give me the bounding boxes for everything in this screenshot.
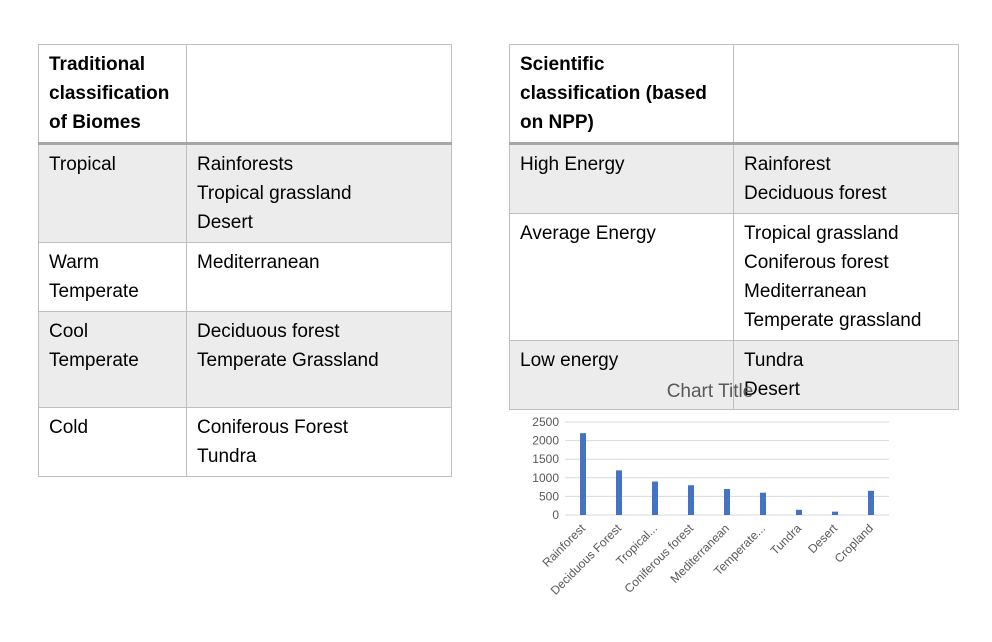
biome-text: Tundra bbox=[197, 446, 257, 467]
y-tick-label: 1500 bbox=[532, 452, 559, 466]
y-tick-label: 2000 bbox=[532, 434, 559, 448]
empty-header-cell bbox=[733, 44, 959, 145]
category-cell: Low energy bbox=[509, 340, 734, 410]
biome-text: Coniferous Forest bbox=[197, 417, 349, 438]
header-line: on NPP) bbox=[520, 112, 594, 133]
bar bbox=[868, 490, 874, 515]
table-header-row: Traditional classification of Biomes bbox=[38, 44, 452, 145]
x-tick-label: Cropland bbox=[832, 521, 876, 565]
category-cell: Average Energy bbox=[509, 213, 734, 341]
biome-text: Temperate grassland bbox=[744, 310, 922, 331]
biomes-cell: Mediterranean bbox=[186, 242, 452, 312]
bar bbox=[688, 485, 694, 515]
biome-text: Desert bbox=[744, 379, 800, 400]
table-row: High Energy Rainforest Deciduous forest bbox=[509, 143, 959, 214]
biomes-cell: Rainforests Tropical grassland Desert bbox=[186, 143, 452, 243]
bar bbox=[652, 481, 658, 515]
bar bbox=[724, 488, 730, 515]
biome-text: Tropical grassland bbox=[744, 223, 899, 244]
category-cell: Tropical bbox=[38, 143, 187, 243]
biome-text: Coniferous forest bbox=[744, 252, 889, 273]
table-row: Low energy Tundra Desert bbox=[509, 340, 959, 410]
header-line: of Biomes bbox=[49, 112, 141, 133]
y-tick-label: 2500 bbox=[532, 415, 559, 429]
bar bbox=[760, 492, 766, 515]
scientific-classification-table: Scientific classification (based on NPP)… bbox=[509, 44, 959, 410]
chart-title: Chart Title bbox=[667, 381, 754, 402]
category-cell: High Energy bbox=[509, 143, 734, 214]
bar bbox=[616, 470, 622, 515]
table-row: Cold Coniferous Forest Tundra bbox=[38, 407, 452, 477]
biome-text: Tundra bbox=[744, 350, 804, 371]
category-text: Average Energy bbox=[520, 223, 656, 244]
scientific-header-cell: Scientific classification (based on NPP) bbox=[509, 44, 734, 145]
category-text: Low energy bbox=[520, 350, 619, 371]
biome-text: Deciduous forest bbox=[197, 321, 340, 342]
table-header-row: Scientific classification (based on NPP) bbox=[509, 44, 959, 145]
category-text: Temperate bbox=[49, 350, 139, 371]
bar bbox=[580, 433, 586, 515]
category-text: Warm bbox=[49, 252, 99, 273]
table-row: Average Energy Tropical grassland Conife… bbox=[509, 213, 959, 341]
biomes-cell: Deciduous forest Temperate Grassland bbox=[186, 311, 452, 408]
biomes-cell: Tundra Desert bbox=[733, 340, 959, 410]
header-line: classification (based bbox=[520, 83, 707, 104]
biome-text: Mediterranean bbox=[744, 281, 867, 302]
category-cell: Cool Temperate bbox=[38, 311, 187, 408]
category-cell: Warm Temperate bbox=[38, 242, 187, 312]
category-cell: Cold bbox=[38, 407, 187, 477]
category-text: Tropical bbox=[49, 154, 116, 175]
biomes-cell: Coniferous Forest Tundra bbox=[186, 407, 452, 477]
x-tick-label: Tundra bbox=[768, 521, 805, 558]
biome-text: Mediterranean bbox=[197, 252, 320, 273]
header-line: classification bbox=[49, 83, 170, 104]
traditional-header-cell: Traditional classification of Biomes bbox=[38, 44, 187, 145]
biome-text: Deciduous forest bbox=[744, 183, 887, 204]
category-text: Temperate bbox=[49, 281, 139, 302]
biome-text: Rainforests bbox=[197, 154, 294, 175]
category-text: Cold bbox=[49, 417, 89, 438]
bar bbox=[832, 511, 838, 515]
biome-text: Temperate Grassland bbox=[197, 350, 379, 371]
header-line: Scientific bbox=[520, 54, 605, 75]
biomes-cell: Rainforest Deciduous forest bbox=[733, 143, 959, 214]
header-line: Traditional bbox=[49, 54, 146, 75]
empty-header-cell bbox=[186, 44, 452, 145]
traditional-classification-table: Traditional classification of Biomes Tro… bbox=[38, 44, 452, 477]
y-tick-label: 500 bbox=[539, 489, 559, 503]
category-text: Cool bbox=[49, 321, 89, 342]
table-row: Warm Temperate Mediterranean bbox=[38, 242, 452, 312]
biome-text: Rainforest bbox=[744, 154, 831, 175]
category-text: High Energy bbox=[520, 154, 625, 175]
table-row: Tropical Rainforests Tropical grassland … bbox=[38, 143, 452, 243]
bar bbox=[796, 509, 802, 515]
y-tick-label: 1000 bbox=[532, 471, 559, 485]
biome-text: Desert bbox=[197, 212, 253, 233]
y-tick-label: 0 bbox=[552, 508, 559, 522]
biomes-cell: Tropical grassland Coniferous forest Med… bbox=[733, 213, 959, 341]
table-row: Cool Temperate Deciduous forest Temperat… bbox=[38, 311, 452, 408]
biome-text: Tropical grassland bbox=[197, 183, 352, 204]
